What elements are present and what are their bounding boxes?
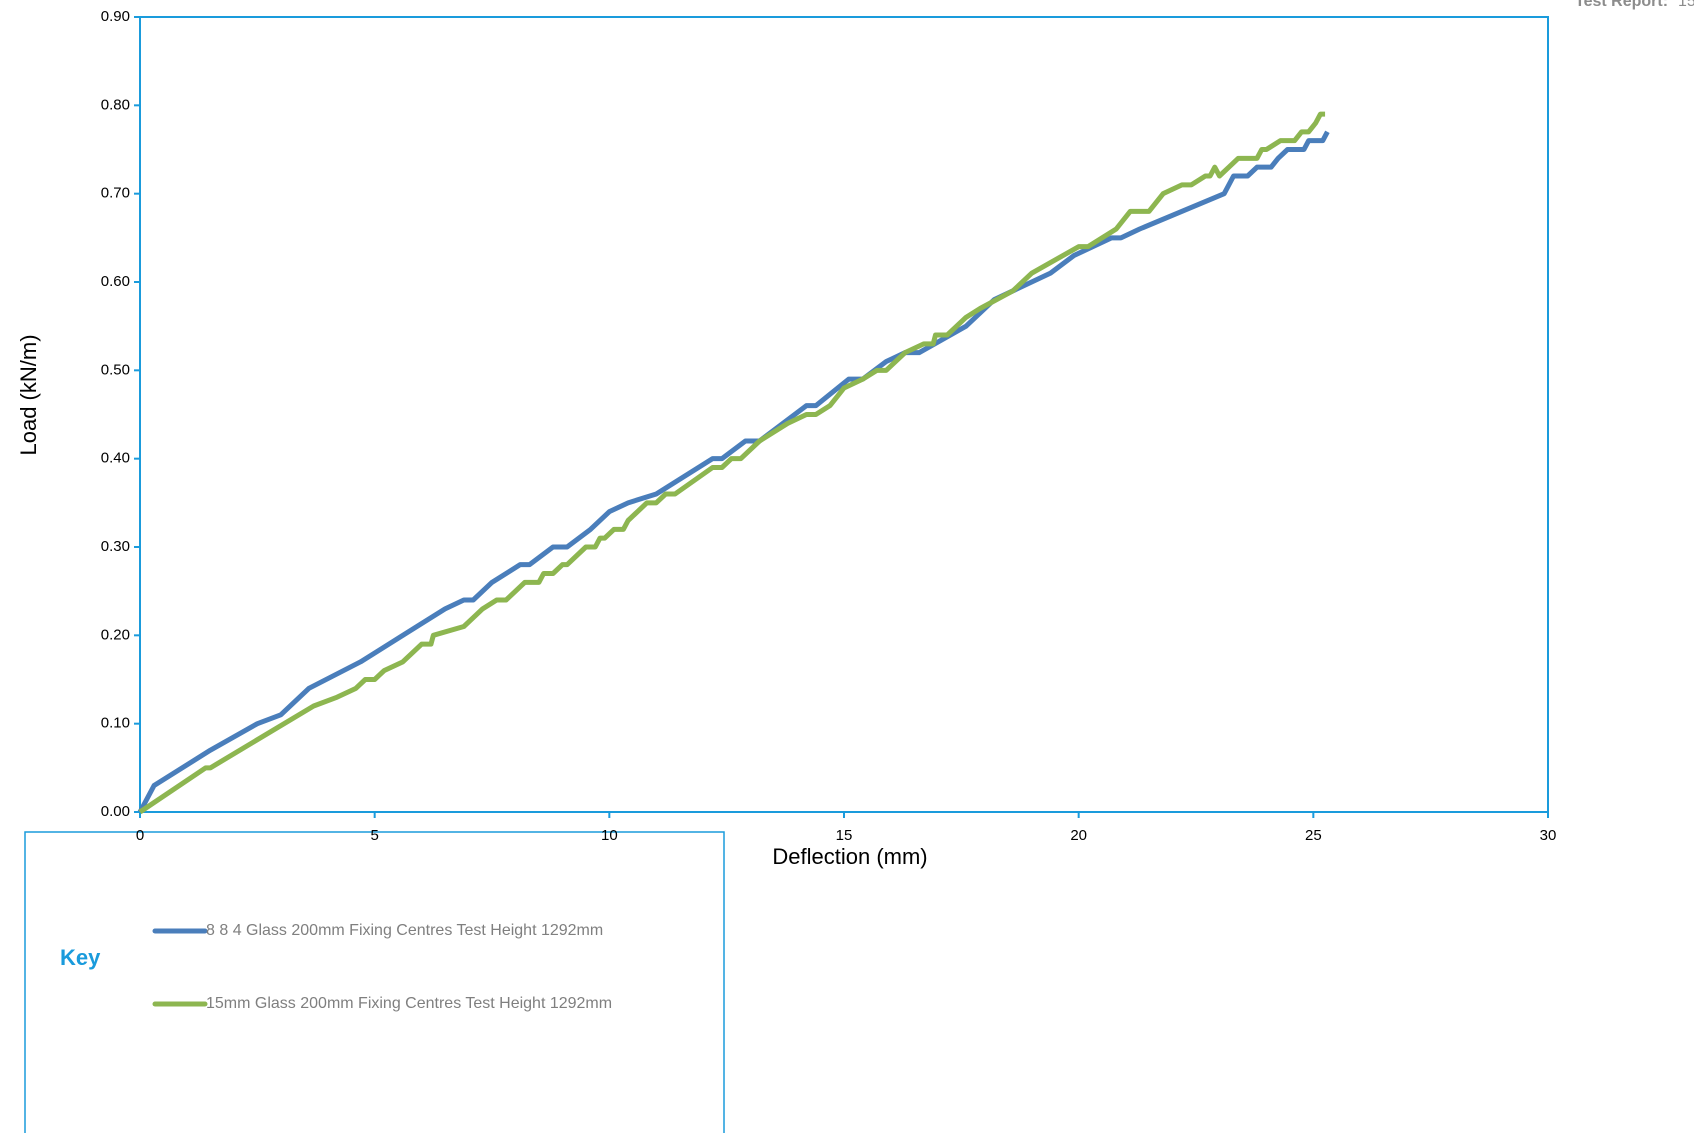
y-tick-label: 0.50: [101, 361, 130, 378]
y-tick-label: 0.60: [101, 273, 130, 290]
y-tick-label: 0.10: [101, 715, 130, 732]
y-tick-label: 0.90: [101, 8, 130, 25]
y-tick-label: 0.30: [101, 538, 130, 555]
y-tick-label: 0.40: [101, 450, 130, 467]
header-number: 151: [1678, 0, 1694, 10]
y-tick-label: 0.00: [101, 803, 130, 820]
y-tick-label: 0.80: [101, 96, 130, 113]
x-tick-label: 20: [1070, 827, 1087, 844]
x-axis-label: Deflection (mm): [772, 844, 927, 869]
y-axis-label: Load (kN/m): [16, 334, 41, 455]
x-tick-label: 5: [370, 827, 378, 844]
y-tick-label: 0.20: [101, 626, 130, 643]
x-tick-label: 10: [601, 827, 618, 844]
legend-label: 8 8 4 Glass 200mm Fixing Centres Test He…: [206, 922, 603, 939]
series-line: [138, 111, 1326, 815]
y-tick-label: 0.70: [101, 185, 130, 202]
x-tick-label: 30: [1540, 827, 1557, 844]
header-label: Test Report:: [1575, 0, 1668, 10]
x-tick-label: 25: [1305, 827, 1322, 844]
legend-box: [24, 831, 725, 1133]
legend-title: Key: [60, 945, 101, 970]
x-tick-label: 0: [136, 827, 144, 844]
legend-label: 15mm Glass 200mm Fixing Centres Test Hei…: [206, 995, 612, 1012]
x-tick-label: 15: [836, 827, 853, 844]
series-line: [137, 130, 1330, 814]
